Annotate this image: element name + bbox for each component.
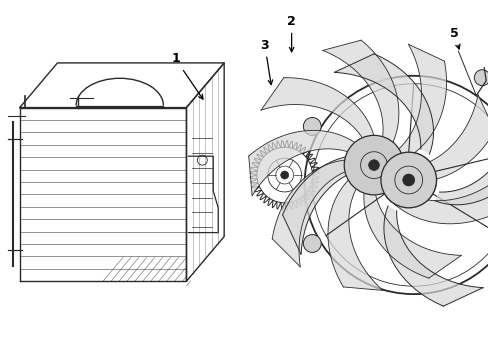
Polygon shape — [261, 78, 374, 137]
Polygon shape — [249, 130, 354, 195]
Circle shape — [381, 152, 437, 208]
Circle shape — [303, 235, 321, 252]
Polygon shape — [385, 178, 490, 224]
Polygon shape — [272, 160, 344, 267]
Polygon shape — [335, 54, 434, 154]
Text: 5: 5 — [450, 27, 460, 49]
Polygon shape — [328, 181, 383, 291]
Polygon shape — [323, 40, 399, 141]
Circle shape — [403, 174, 415, 186]
Polygon shape — [400, 95, 490, 182]
Text: 2: 2 — [287, 15, 296, 52]
Polygon shape — [364, 194, 462, 278]
Polygon shape — [384, 206, 483, 306]
Text: 1: 1 — [171, 53, 203, 99]
Circle shape — [381, 152, 437, 208]
Circle shape — [281, 171, 289, 179]
Circle shape — [474, 70, 490, 86]
Circle shape — [303, 117, 321, 135]
Polygon shape — [399, 44, 446, 159]
Text: 4: 4 — [0, 359, 1, 360]
Circle shape — [368, 160, 379, 171]
Circle shape — [344, 135, 404, 195]
Polygon shape — [283, 155, 383, 254]
Circle shape — [403, 174, 415, 186]
Polygon shape — [435, 106, 490, 205]
Text: 3: 3 — [261, 39, 272, 85]
